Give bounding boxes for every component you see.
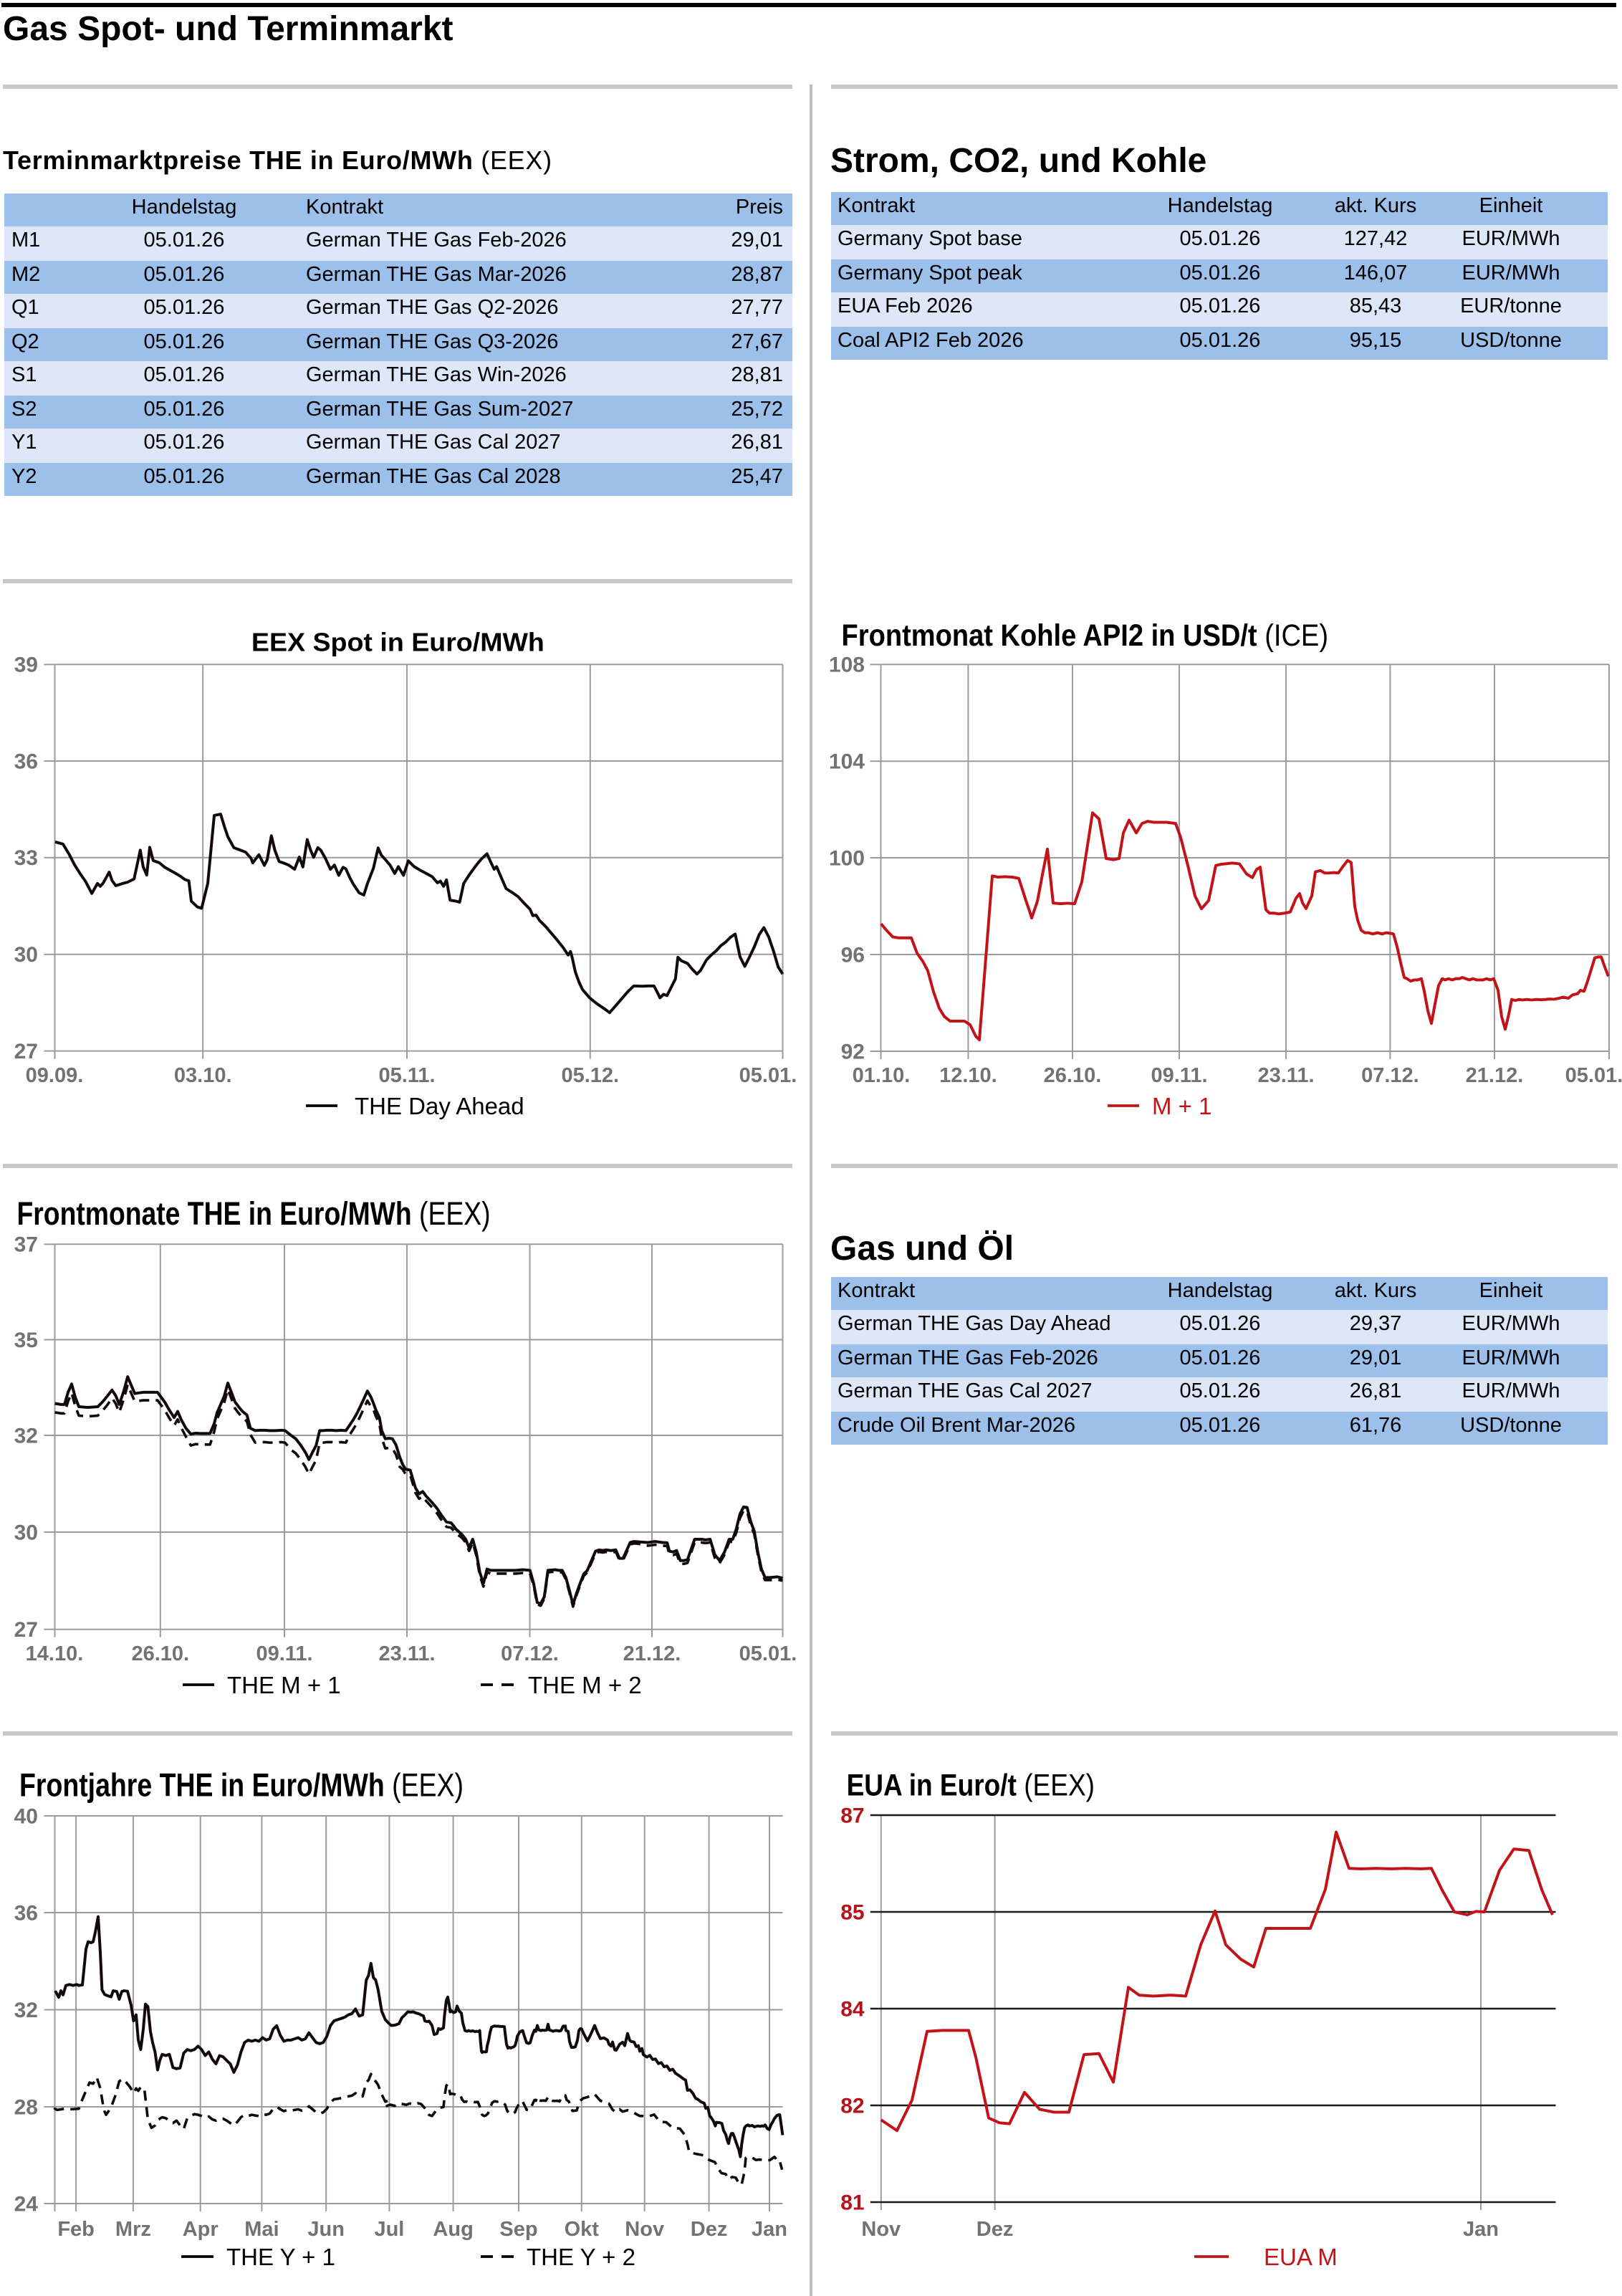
svg-text:THE M + 2: THE M + 2 xyxy=(528,1672,642,1698)
svg-text:24: 24 xyxy=(14,2192,39,2216)
svg-text:05.12.: 05.12. xyxy=(561,1064,619,1087)
svg-text:32: 32 xyxy=(14,1999,38,2022)
svg-text:Jan: Jan xyxy=(1463,2218,1499,2241)
svg-text:32: 32 xyxy=(14,1424,38,1448)
svg-text:108: 108 xyxy=(829,654,865,677)
svg-text:96: 96 xyxy=(841,943,865,967)
svg-text:09.11.: 09.11. xyxy=(256,1642,312,1665)
svg-text:26.10.: 26.10. xyxy=(131,1642,189,1665)
svg-text:Sep: Sep xyxy=(499,2218,537,2241)
svg-text:Frontjahre THE in Euro/MWh (EE: Frontjahre THE in Euro/MWh (EEX) xyxy=(19,1767,464,1804)
svg-text:Frontmonat Kohle API2 in USD/t: Frontmonat Kohle API2 in USD/t (ICE) xyxy=(842,618,1329,653)
svg-text:23.11.: 23.11. xyxy=(1257,1064,1314,1087)
svg-text:30: 30 xyxy=(14,943,38,967)
svg-text:07.12.: 07.12. xyxy=(501,1642,559,1665)
svg-text:36: 36 xyxy=(14,1901,38,1925)
svg-text:Aug: Aug xyxy=(433,2218,473,2241)
svg-text:104: 104 xyxy=(829,750,865,774)
svg-text:Frontmonate THE in Euro/MWh (E: Frontmonate THE in Euro/MWh (EEX) xyxy=(17,1195,491,1232)
svg-text:40: 40 xyxy=(14,1804,38,1828)
svg-text:87: 87 xyxy=(840,1804,864,1827)
svg-text:27: 27 xyxy=(14,1040,38,1063)
svg-text:Dez: Dez xyxy=(976,2218,1014,2241)
svg-text:Feb: Feb xyxy=(57,2218,95,2241)
svg-text:27: 27 xyxy=(14,1618,38,1642)
svg-text:26.10.: 26.10. xyxy=(1044,1064,1102,1087)
svg-text:Jan: Jan xyxy=(752,2218,787,2241)
svg-text:05.01.: 05.01. xyxy=(1565,1064,1622,1087)
svg-text:14.10.: 14.10. xyxy=(26,1642,84,1665)
svg-text:Jul: Jul xyxy=(374,2218,404,2241)
svg-text:28: 28 xyxy=(14,2095,38,2119)
svg-text:Dez: Dez xyxy=(691,2218,728,2241)
svg-text:THE M + 1: THE M + 1 xyxy=(227,1672,341,1698)
svg-text:THE Day Ahead: THE Day Ahead xyxy=(355,1093,524,1119)
svg-text:05.11.: 05.11. xyxy=(378,1064,435,1087)
svg-text:100: 100 xyxy=(829,846,865,870)
svg-text:Apr: Apr xyxy=(183,2218,219,2241)
svg-text:07.12.: 07.12. xyxy=(1361,1064,1419,1087)
svg-text:30: 30 xyxy=(14,1521,38,1544)
svg-text:39: 39 xyxy=(14,654,38,677)
svg-text:THE Y + 2: THE Y + 2 xyxy=(527,2244,635,2270)
svg-text:23.11.: 23.11. xyxy=(378,1642,435,1665)
svg-text:82: 82 xyxy=(840,2094,864,2118)
svg-text:84: 84 xyxy=(840,1997,865,2021)
svg-text:37: 37 xyxy=(14,1233,38,1257)
svg-text:85: 85 xyxy=(840,1900,864,1924)
svg-text:09.11.: 09.11. xyxy=(1151,1064,1207,1087)
svg-text:Mai: Mai xyxy=(244,2218,279,2241)
svg-text:M + 1: M + 1 xyxy=(1152,1093,1211,1119)
svg-text:Jun: Jun xyxy=(307,2218,345,2241)
svg-text:81: 81 xyxy=(840,2191,864,2214)
svg-text:Okt: Okt xyxy=(565,2218,600,2241)
svg-text:12.10.: 12.10. xyxy=(939,1064,997,1087)
svg-text:03.10.: 03.10. xyxy=(174,1064,232,1087)
svg-text:EUA M: EUA M xyxy=(1264,2244,1338,2270)
svg-text:Nov: Nov xyxy=(861,2218,901,2241)
svg-text:33: 33 xyxy=(14,846,38,870)
svg-text:01.10.: 01.10. xyxy=(853,1064,911,1087)
svg-text:EEX Spot in Euro/MWh: EEX Spot in Euro/MWh xyxy=(251,627,544,656)
svg-text:35: 35 xyxy=(14,1329,38,1352)
svg-text:THE Y + 1: THE Y + 1 xyxy=(226,2244,335,2270)
svg-text:05.01.: 05.01. xyxy=(739,1642,797,1665)
svg-text:36: 36 xyxy=(14,750,38,773)
svg-text:21.12.: 21.12. xyxy=(1466,1064,1524,1087)
svg-text:Nov: Nov xyxy=(625,2218,664,2241)
svg-text:Mrz: Mrz xyxy=(115,2218,151,2241)
svg-text:21.12.: 21.12. xyxy=(623,1642,681,1665)
svg-text:09.09.: 09.09. xyxy=(26,1064,84,1087)
svg-text:05.01.: 05.01. xyxy=(739,1064,797,1087)
svg-text:92: 92 xyxy=(841,1040,865,1063)
svg-text:EUA in Euro/t (EEX): EUA in Euro/t (EEX) xyxy=(847,1769,1095,1803)
